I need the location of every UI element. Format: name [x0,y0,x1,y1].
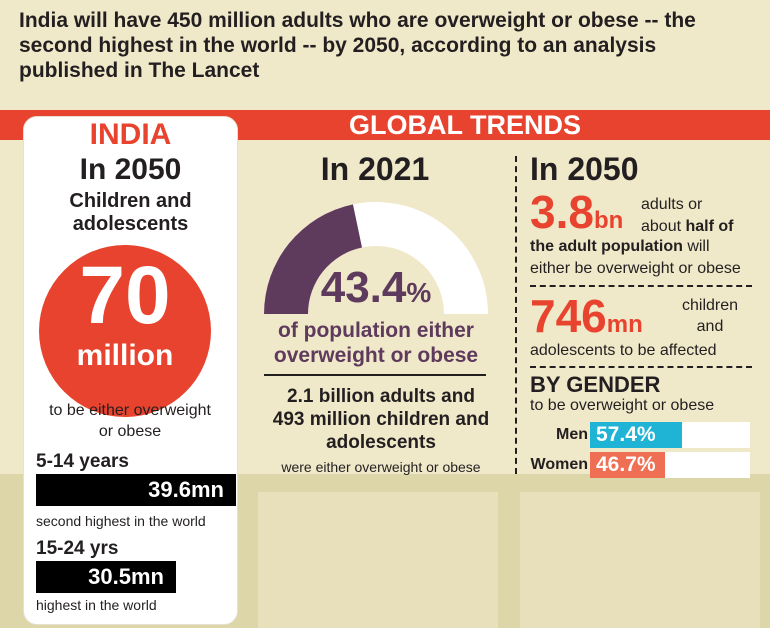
divider [530,366,752,368]
global-2050-year: In 2050 [530,151,639,187]
global-2021-counts: 2.1 billion adults and 493 million child… [258,385,504,454]
india-description-line: to be either overweight [49,402,211,419]
india-description-line: or obese [98,423,162,440]
global-2021-year: In 2021 [320,151,430,187]
children-text-line: children [681,297,739,314]
children-text: children and [655,295,765,337]
adults-text: adults or about half of [641,194,766,238]
india-title: INDIA [89,118,172,151]
adults-text-line: either be overweight or obese [530,260,741,277]
india-year: In 2050 [79,153,182,186]
adults-text-bold: the adult population [530,238,683,255]
gender-value-women: 46.7% [596,453,656,476]
gender-value-men: 57.4% [596,423,656,446]
children-number: 746 [530,290,607,342]
adults-text-continued: the adult population will either be over… [530,236,766,280]
blurred-area [258,492,498,628]
adults-text-line: the adult population will [530,236,766,258]
gender-bar-women [590,452,665,478]
vertical-divider [515,156,517,474]
counts-line: adolescents [326,432,436,453]
headline: India will have 450 million adults who a… [19,9,696,82]
children-text-line: and [696,318,724,335]
percent-symbol: % [406,277,432,308]
gender-bar-men [590,422,682,448]
india-circle [39,245,211,417]
counts-line: 2.1 billion adults and [287,386,475,407]
gauge-fill [264,204,363,314]
age-group-value-bar: 39.6mn [36,474,236,506]
gender-title: BY GENDER [530,372,661,397]
children-text-continued: adolescents to be affected [530,342,717,359]
adults-text-part: about [641,218,686,235]
adults-figure: 3.8bn [530,186,623,247]
description-line: overweight or obese [273,344,479,367]
children-unit: mn [606,311,643,338]
gender-subtitle: to be overweight or obese [530,397,715,414]
age-group-value-bar: 30.5mn [36,561,176,593]
gender-label-men: Men [556,426,588,443]
india-subtitle-line: adolescents [72,213,189,235]
adults-text-bold: half of [685,218,734,235]
global-trends-title: GLOBAL TRENDS [348,110,581,140]
age-group-note: second highest in the world [36,513,206,529]
global-2021-description: of population either overweight or obese [258,318,494,368]
adults-number: 3.8 [530,186,594,238]
adults-text-line: about half of [641,216,766,238]
age-group-label: 5-14 years [36,451,129,472]
percent-value: 43.4 [320,263,407,312]
counts-line: 493 million children and [272,409,490,430]
india-circle-unit: million [76,339,174,372]
adults-text-line: adults or [641,196,703,213]
global-2021-percent: 43.4% [258,264,494,317]
india-description: to be either overweight or obese [30,400,230,442]
india-subtitle: Children and adolescents [23,190,238,236]
divider [264,374,486,376]
description-line: of population either [278,319,474,342]
india-circle-number: 70 [79,250,171,341]
global-2021-gauge [264,202,488,314]
global-2021-note: were either overweight or obese [281,459,481,475]
age-group-note: highest in the world [36,597,157,613]
blurred-area [520,492,760,628]
india-subtitle-line: Children and [69,190,192,212]
children-figure: 746mn [530,290,643,351]
adults-unit: bn [593,207,624,234]
gender-label-women: Women [530,456,588,473]
adults-text-part: will [682,238,710,255]
divider [530,285,752,287]
age-group-label: 15-24 yrs [36,538,119,559]
